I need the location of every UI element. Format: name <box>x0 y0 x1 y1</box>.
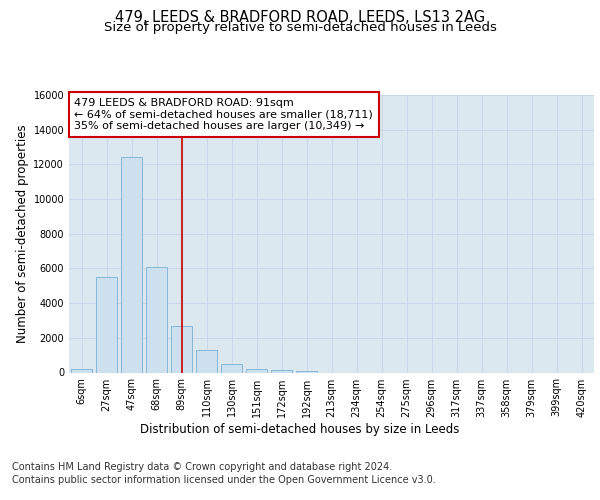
Bar <box>246 369 267 372</box>
Bar <box>221 364 242 372</box>
Bar <box>271 370 292 372</box>
Bar <box>171 326 192 372</box>
Text: Size of property relative to semi-detached houses in Leeds: Size of property relative to semi-detach… <box>104 21 496 34</box>
Text: Contains HM Land Registry data © Crown copyright and database right 2024.: Contains HM Land Registry data © Crown c… <box>12 462 392 472</box>
Text: 479, LEEDS & BRADFORD ROAD, LEEDS, LS13 2AG: 479, LEEDS & BRADFORD ROAD, LEEDS, LS13 … <box>115 10 485 25</box>
Bar <box>96 277 117 372</box>
Text: 479 LEEDS & BRADFORD ROAD: 91sqm
← 64% of semi-detached houses are smaller (18,7: 479 LEEDS & BRADFORD ROAD: 91sqm ← 64% o… <box>74 98 373 131</box>
Bar <box>146 266 167 372</box>
Text: Contains public sector information licensed under the Open Government Licence v3: Contains public sector information licen… <box>12 475 436 485</box>
Y-axis label: Number of semi-detached properties: Number of semi-detached properties <box>16 124 29 343</box>
Bar <box>121 158 142 372</box>
Text: Distribution of semi-detached houses by size in Leeds: Distribution of semi-detached houses by … <box>140 422 460 436</box>
Bar <box>296 371 317 372</box>
Bar <box>196 350 217 372</box>
Bar <box>71 369 92 372</box>
